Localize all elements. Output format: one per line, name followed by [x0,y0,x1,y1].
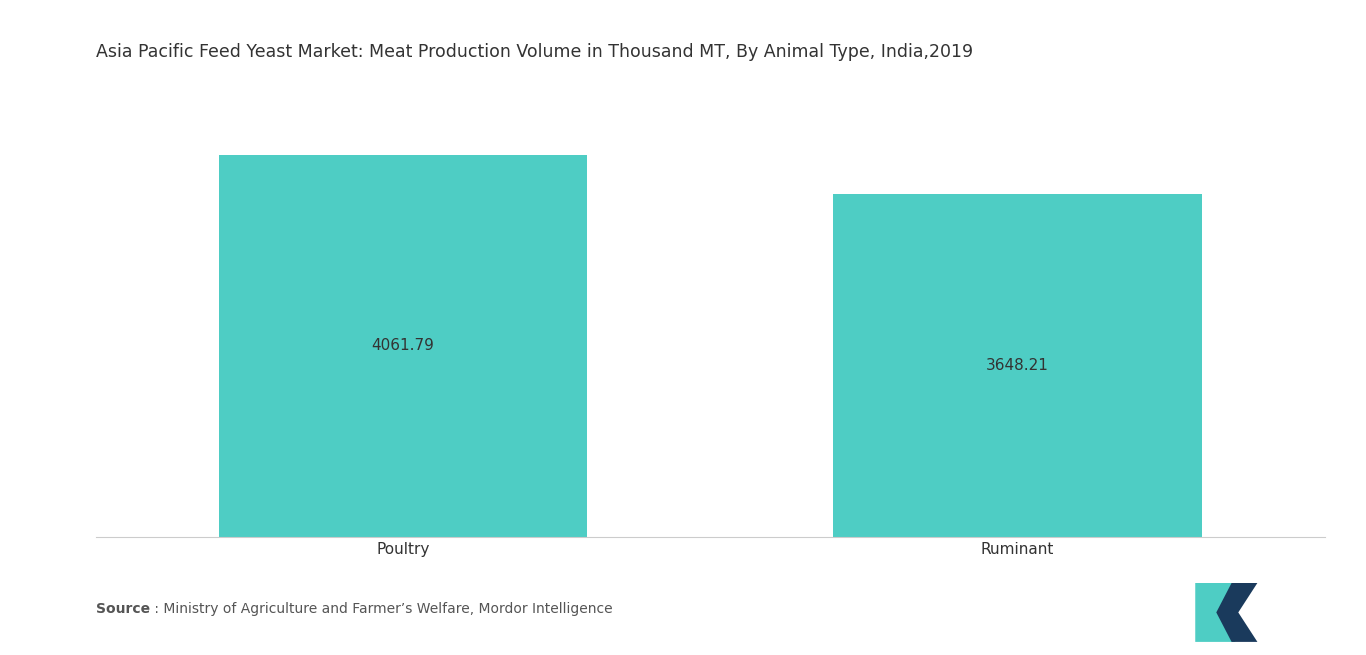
Text: Asia Pacific Feed Yeast Market: Meat Production Volume in Thousand MT, By Animal: Asia Pacific Feed Yeast Market: Meat Pro… [96,43,973,62]
Polygon shape [1216,583,1257,642]
Text: : Ministry of Agriculture and Farmer’s Welfare, Mordor Intelligence: : Ministry of Agriculture and Farmer’s W… [150,602,612,616]
Polygon shape [1195,583,1235,642]
Text: 4061.79: 4061.79 [372,339,434,354]
Text: 3648.21: 3648.21 [986,358,1049,373]
Text: Source: Source [96,602,150,616]
Bar [833,194,1202,537]
Bar [219,155,587,537]
